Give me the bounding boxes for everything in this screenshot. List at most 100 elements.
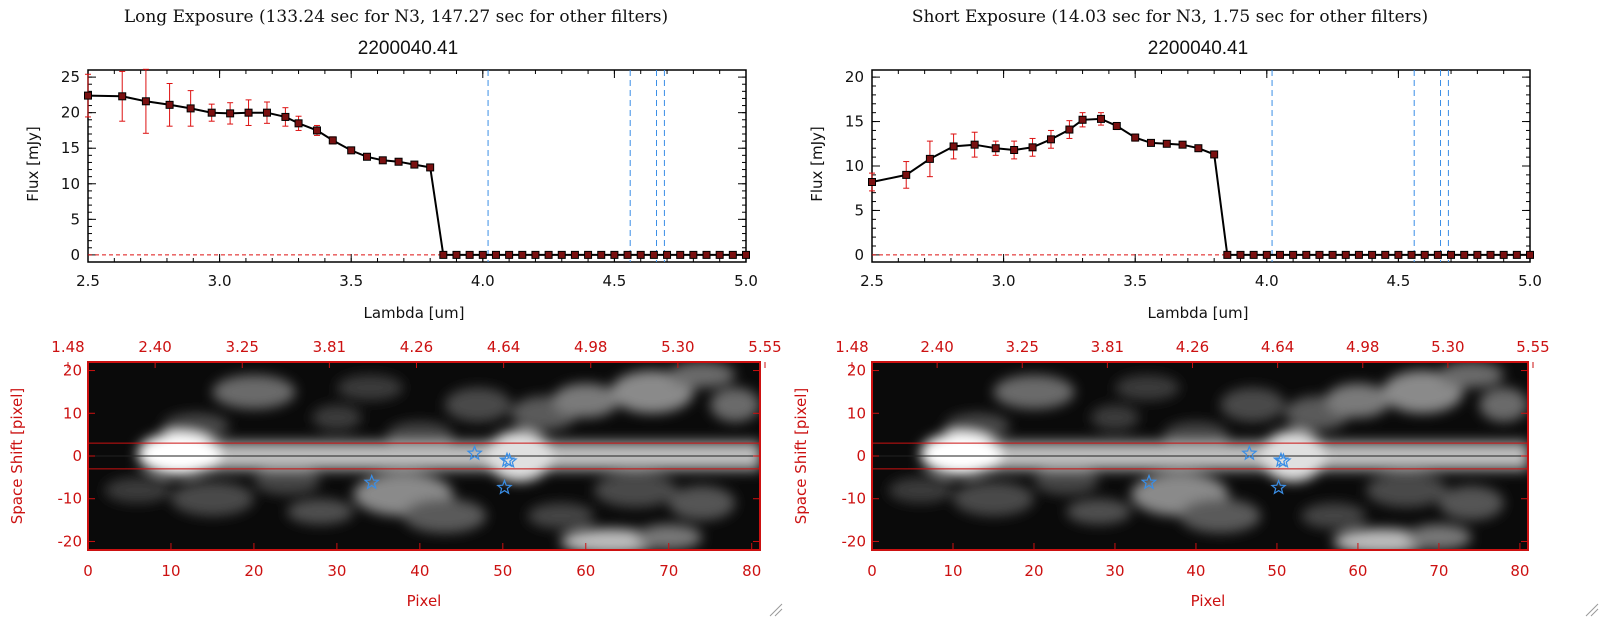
data-point bbox=[663, 250, 672, 259]
image-top-tick-label: 4.64 bbox=[1261, 338, 1294, 356]
data-point bbox=[1010, 146, 1019, 154]
image-x-tick-label: 10 bbox=[943, 562, 962, 580]
image-y-tick-label: -10 bbox=[842, 490, 867, 508]
data-point bbox=[544, 250, 553, 259]
resize-grip-icon[interactable] bbox=[769, 603, 783, 617]
y-tick-label: 5 bbox=[70, 210, 80, 228]
data-point bbox=[1460, 250, 1469, 259]
data-point bbox=[1131, 133, 1140, 142]
data-point bbox=[294, 119, 303, 128]
image-top-tick-label: 1.48 bbox=[835, 338, 868, 356]
image-blob bbox=[952, 481, 1034, 516]
x-tick-label: 4.5 bbox=[1386, 272, 1410, 290]
data-point bbox=[1096, 114, 1105, 123]
image-blob bbox=[610, 370, 694, 414]
panel-title: Long Exposure (133.24 sec for N3, 147.27… bbox=[124, 7, 668, 27]
data-point bbox=[1065, 125, 1074, 134]
x-tick-label: 3.5 bbox=[1123, 272, 1147, 290]
plot-title: 2200040.41 bbox=[358, 38, 458, 59]
image-blob bbox=[162, 413, 230, 439]
y-tick-label: 0 bbox=[854, 246, 864, 264]
star-icon bbox=[363, 473, 381, 490]
data-point bbox=[1473, 250, 1482, 259]
left-panel: Long Exposure (133.24 sec for N3, 147.27… bbox=[8, 7, 782, 610]
plot-title: 2200040.41 bbox=[1148, 38, 1248, 59]
right-panel: Short Exposure (14.03 sec for N3, 1.75 s… bbox=[792, 7, 1550, 610]
image-blob bbox=[993, 374, 1075, 409]
data-point bbox=[1341, 250, 1350, 259]
image-top-tick-label: 3.25 bbox=[1006, 338, 1039, 356]
image-top-tick-label: 4.26 bbox=[1176, 338, 1209, 356]
data-point bbox=[728, 250, 737, 259]
flux-series-line bbox=[87, 94, 746, 256]
data-point bbox=[1178, 140, 1187, 149]
data-point bbox=[970, 140, 979, 149]
data-point bbox=[84, 91, 92, 100]
data-point bbox=[1315, 250, 1324, 259]
data-point bbox=[925, 154, 934, 163]
resize-grip-icon[interactable] bbox=[1585, 603, 1599, 617]
panel-title: Short Exposure (14.03 sec for N3, 1.75 s… bbox=[912, 7, 1428, 27]
data-point bbox=[262, 108, 271, 117]
image-blob bbox=[1220, 387, 1286, 422]
plot-frame bbox=[871, 69, 1531, 263]
data-point bbox=[742, 250, 750, 259]
y-tick-label: 10 bbox=[61, 175, 80, 193]
data-point bbox=[715, 250, 724, 259]
data-point bbox=[991, 144, 1000, 153]
image-top-tick-label: 3.25 bbox=[226, 338, 259, 356]
image-y-tick-label: -20 bbox=[842, 532, 867, 550]
data-point bbox=[1162, 139, 1171, 148]
image-blob bbox=[444, 387, 512, 422]
spectral-image: 0 10 20 30 40 50 60 70 80 -20 -10 0 10 20 1.48 2.40 3.25… bbox=[835, 338, 1549, 580]
data-point bbox=[636, 250, 645, 259]
image-y-axis-label: Space Shift [pixel] bbox=[8, 388, 26, 525]
data-point bbox=[623, 250, 632, 259]
y-axis-label: Flux [mJy] bbox=[24, 126, 42, 202]
image-blob bbox=[944, 413, 1010, 439]
data-point bbox=[1236, 250, 1245, 259]
image-x-tick-label: 20 bbox=[1024, 562, 1043, 580]
data-point bbox=[1302, 250, 1311, 259]
star-icon bbox=[1275, 452, 1292, 469]
image-blob bbox=[1033, 468, 1099, 495]
image-y-tick-label: 20 bbox=[63, 362, 82, 380]
image-y-tick-label: 0 bbox=[72, 447, 82, 465]
data-point bbox=[1289, 250, 1298, 259]
data-point bbox=[949, 142, 958, 151]
star-icon bbox=[498, 451, 516, 468]
data-point bbox=[557, 250, 566, 259]
image-x-tick-label: 80 bbox=[742, 562, 761, 580]
image-top-tick-label: 3.81 bbox=[313, 338, 346, 356]
data-point bbox=[584, 250, 593, 259]
data-point bbox=[165, 100, 174, 109]
data-point bbox=[597, 250, 606, 259]
image-blob bbox=[312, 404, 362, 431]
data-point bbox=[1262, 250, 1271, 259]
data-point bbox=[1112, 122, 1121, 130]
data-point bbox=[1078, 115, 1087, 124]
image-top-tick-label: 4.26 bbox=[400, 338, 433, 356]
data-point bbox=[1499, 250, 1508, 259]
data-point bbox=[244, 108, 253, 117]
data-point bbox=[1526, 250, 1534, 259]
image-blob bbox=[1179, 498, 1261, 533]
y-tick-label: 20 bbox=[845, 68, 864, 86]
image-x-tick-label: 30 bbox=[1105, 562, 1124, 580]
x-tick-label: 2.5 bbox=[860, 272, 884, 290]
image-blob bbox=[1114, 374, 1180, 401]
image-blob bbox=[1406, 524, 1472, 550]
image-top-tick-label: 1.48 bbox=[51, 338, 84, 356]
data-point bbox=[452, 250, 461, 259]
image-blob bbox=[403, 498, 487, 533]
data-point bbox=[141, 97, 150, 106]
spectrum-plot: 2.5 3.0 3.5 4.0 4.5 5.0 0 5 10 15 20 25 bbox=[61, 68, 758, 290]
data-point bbox=[439, 250, 448, 259]
data-point bbox=[518, 250, 527, 259]
data-point bbox=[902, 170, 911, 179]
x-tick-label: 5.0 bbox=[1518, 272, 1542, 290]
data-point bbox=[226, 109, 235, 118]
image-blob bbox=[668, 485, 736, 521]
y-tick-label: 0 bbox=[70, 246, 80, 264]
image-blob bbox=[104, 477, 171, 503]
